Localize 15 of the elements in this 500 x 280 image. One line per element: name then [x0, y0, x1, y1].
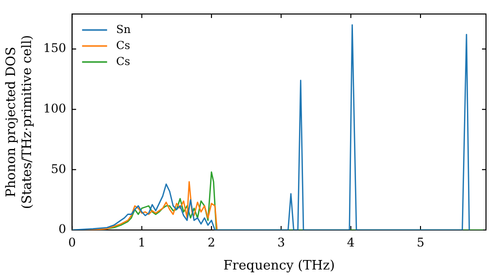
x-tick-label: 0 — [68, 235, 76, 250]
x-tick-label: 2 — [208, 235, 216, 250]
y-tick-label: 150 — [43, 41, 66, 56]
y-tick-label: 100 — [43, 101, 66, 116]
x-tick-label: 4 — [347, 235, 355, 250]
y-axis-title: Phonon projected DOS (States/THz·primitive cell) — [4, 34, 35, 210]
x-axis-title: Frequency (THz) — [223, 258, 335, 274]
legend-label: Cs — [116, 54, 131, 68]
x-tick-label: 3 — [277, 235, 285, 250]
x-tick-label: 5 — [416, 235, 424, 250]
legend-label: Cs — [116, 38, 131, 52]
y-tick-label: 0 — [58, 222, 66, 236]
legend-label: Sn — [116, 22, 131, 36]
x-tick-label: 1 — [138, 235, 146, 250]
y-tick-label: 50 — [50, 162, 66, 176]
